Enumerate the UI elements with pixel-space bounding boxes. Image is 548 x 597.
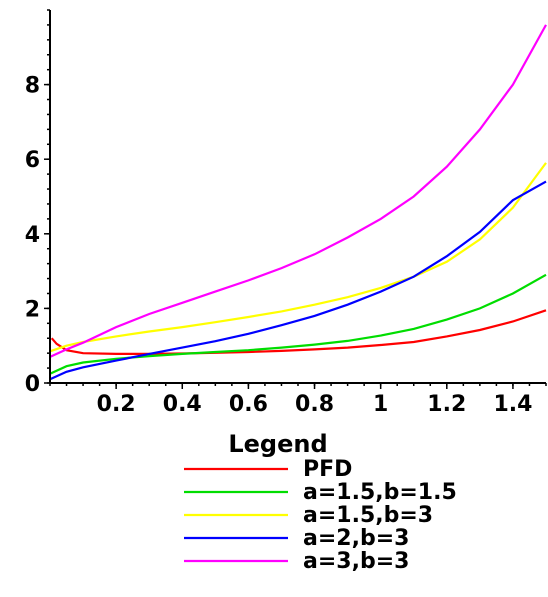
x-tick-label: 0.4 bbox=[163, 392, 202, 417]
series-line-a-3-b-3 bbox=[49, 24, 547, 358]
series-line-pfd bbox=[50, 309, 547, 355]
legend-label: a=1.5,b=3 bbox=[303, 503, 433, 528]
y-tick-label: 6 bbox=[25, 148, 40, 173]
y-tick-label: 2 bbox=[25, 297, 40, 322]
y-tick-label: 0 bbox=[25, 372, 40, 397]
series-layer bbox=[49, 24, 547, 381]
y-tick-label: 8 bbox=[25, 74, 40, 99]
legend-label: a=2,b=3 bbox=[303, 526, 409, 551]
series-line-a-1-5-b-1-5 bbox=[49, 273, 547, 375]
tick-layer: 0 2 4 6 8 0.2 0.4 0.6 0.8 1 1.2 1.4 bbox=[25, 9, 547, 417]
x-tick-label: 0.6 bbox=[229, 392, 268, 417]
legend-label: PFD bbox=[303, 457, 352, 482]
legend-title: Legend bbox=[228, 430, 327, 458]
legend-label: a=3,b=3 bbox=[303, 549, 409, 574]
x-tick-label: 0.8 bbox=[295, 392, 334, 417]
y-tick-label: 4 bbox=[25, 223, 40, 248]
series-line-a-1-5-b-3 bbox=[49, 162, 547, 353]
x-tick-label: 0.2 bbox=[97, 392, 136, 417]
x-tick-label: 1 bbox=[373, 392, 388, 417]
x-tick-label: 1.2 bbox=[427, 392, 466, 417]
legend-label: a=1.5,b=1.5 bbox=[303, 480, 457, 505]
series-line-a-2-b-3 bbox=[49, 180, 547, 381]
x-tick-label: 1.4 bbox=[493, 392, 532, 417]
